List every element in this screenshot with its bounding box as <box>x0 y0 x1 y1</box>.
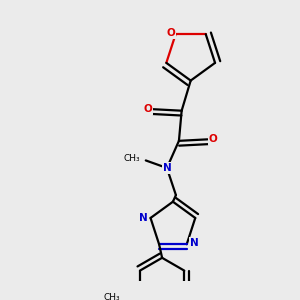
Text: O: O <box>143 104 152 114</box>
Text: CH₃: CH₃ <box>104 293 120 300</box>
Text: O: O <box>167 28 176 38</box>
Text: CH₃: CH₃ <box>123 154 140 164</box>
Text: N: N <box>139 213 147 223</box>
Text: N: N <box>163 163 171 173</box>
Text: O: O <box>208 134 217 144</box>
Text: N: N <box>190 238 199 248</box>
